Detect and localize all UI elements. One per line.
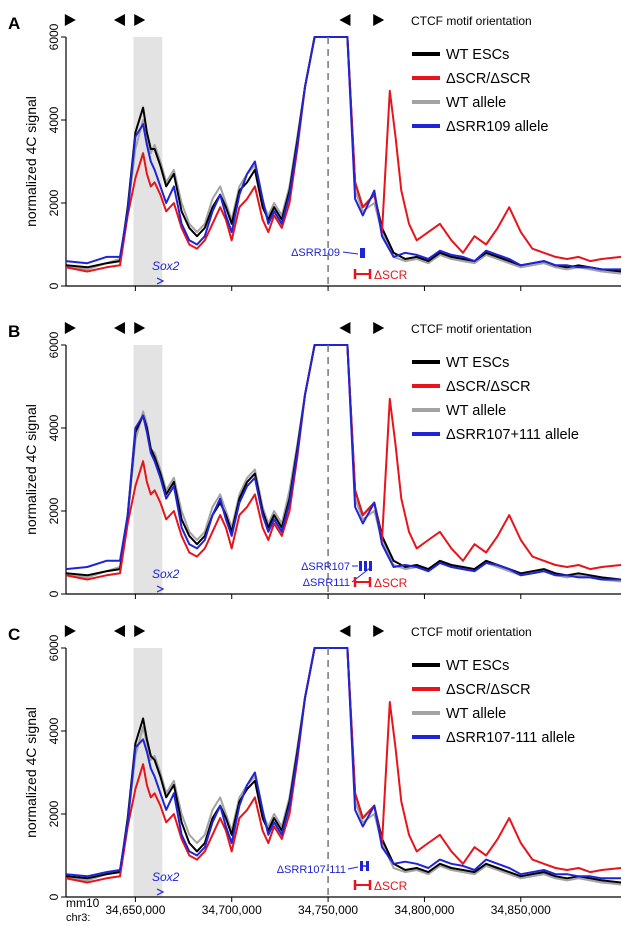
ctcf-arrow-left-icon	[339, 322, 351, 334]
y-axis-label: normalized 4C signal	[23, 404, 39, 535]
ctcf-arrow-right-icon	[134, 14, 146, 26]
y-tick-label: 6000	[47, 23, 61, 50]
ctcf-motif-label: CTCF motif orientation	[411, 14, 532, 28]
panel-a: A CTCF motif orientation 0 2000 4000 6000 norm…	[8, 14, 622, 291]
deletion-marker	[364, 561, 367, 571]
legend-label: WT allele	[446, 403, 506, 419]
deletion-connector	[347, 866, 359, 870]
deletion-label: ΔSRR107-111	[277, 864, 346, 876]
y-axis-label: normalized 4C signal	[23, 707, 39, 838]
y-tick-label: 0	[47, 590, 61, 597]
deletion-label: ΔSRR109	[291, 247, 340, 259]
x-tick-label: 34,800,000	[394, 903, 454, 917]
x-tick-label: 34,700,000	[202, 903, 262, 917]
legend-label: ΔSRR107+111 allele	[446, 427, 579, 443]
panel-b: B CTCF motif orientation 0 2000 4000 6000 norm…	[8, 322, 622, 599]
legend-label: WT allele	[446, 706, 506, 722]
series-line-3	[65, 36, 621, 271]
y-tick-label: 6000	[47, 331, 61, 358]
panel-letter: C	[8, 625, 20, 644]
y-tick-label: 2000	[47, 189, 61, 216]
y-tick-label: 6000	[47, 634, 61, 661]
ctcf-arrow-left-icon	[113, 14, 125, 26]
y-tick-label: 0	[47, 282, 61, 289]
legend-label: ΔSCR/ΔSCR	[446, 682, 531, 698]
y-tick-label: 4000	[47, 414, 61, 441]
series-line-2	[65, 344, 622, 583]
legend-label: ΔSCR/ΔSCR	[446, 379, 531, 395]
scr-deletion-label: ΔSCR	[374, 879, 408, 893]
x-tick-label: 34,850,000	[491, 903, 551, 917]
sox2-gene-label: Sox2	[152, 870, 180, 884]
ctcf-arrow-right-icon	[64, 14, 76, 26]
series-line-3	[65, 344, 621, 581]
sox2-direction-arrow-icon	[156, 277, 165, 285]
x-tick-label: 34,750,000	[298, 903, 358, 917]
ctcf-arrow-right-icon	[373, 14, 385, 26]
ctcf-arrow-right-icon	[373, 322, 385, 334]
ctcf-arrow-left-icon	[339, 625, 351, 637]
ctcf-arrow-left-icon	[339, 14, 351, 26]
y-axis-label: normalized 4C signal	[23, 96, 39, 227]
legend-label: ΔSRR109 allele	[446, 119, 548, 135]
y-tick-label: 0	[47, 893, 61, 900]
deletion-marker	[359, 561, 362, 571]
deletion-label: ΔSRR107	[301, 561, 350, 573]
ctcf-arrow-right-icon	[134, 625, 146, 637]
y-tick-label: 4000	[47, 106, 61, 133]
deletion-connector	[342, 251, 359, 255]
x-axis-assembly-label: mm10	[66, 896, 100, 910]
ctcf-motif-label: CTCF motif orientation	[411, 625, 532, 639]
legend-label: ΔSCR/ΔSCR	[446, 71, 531, 87]
sox2-gene-label: Sox2	[152, 567, 180, 581]
sox2-shaded-region	[133, 37, 163, 286]
legend-label: WT ESCs	[446, 355, 509, 371]
y-tick-label: 4000	[47, 717, 61, 744]
panel-letter: B	[8, 322, 20, 341]
deletion-marker	[369, 561, 372, 571]
scr-deletion-label: ΔSCR	[374, 576, 408, 590]
ctcf-arrow-right-icon	[373, 625, 385, 637]
panel-c: C CTCF motif orientation 0 2000 4000 6000 norm…	[8, 625, 622, 917]
x-tick-label: 34,650,000	[105, 903, 165, 917]
sox2-gene-label: Sox2	[152, 259, 180, 273]
scr-deletion-label: ΔSCR	[374, 268, 408, 282]
panel-letter: A	[8, 14, 20, 33]
ctcf-motif-label: CTCF motif orientation	[411, 322, 532, 336]
sox2-direction-arrow-icon	[156, 585, 165, 593]
deletion-label: ΔSRR111	[303, 577, 350, 589]
sox2-shaded-region	[133, 648, 163, 897]
legend-label: WT ESCs	[446, 47, 509, 63]
ctcf-arrow-left-icon	[113, 322, 125, 334]
ctcf-arrow-right-icon	[64, 322, 76, 334]
ctcf-arrow-left-icon	[113, 625, 125, 637]
sox2-direction-arrow-icon	[156, 888, 165, 896]
x-axis-chrom-label: chr3:	[66, 912, 90, 924]
legend-label: WT allele	[446, 95, 506, 111]
y-tick-label: 2000	[47, 497, 61, 524]
ctcf-arrow-right-icon	[64, 625, 76, 637]
y-tick-label: 2000	[47, 800, 61, 827]
legend-label: ΔSRR107-111 allele	[446, 730, 575, 746]
ctcf-arrow-right-icon	[134, 322, 146, 334]
series-line-3	[65, 647, 621, 880]
deletion-marker	[360, 248, 365, 258]
legend-label: WT ESCs	[446, 658, 509, 674]
